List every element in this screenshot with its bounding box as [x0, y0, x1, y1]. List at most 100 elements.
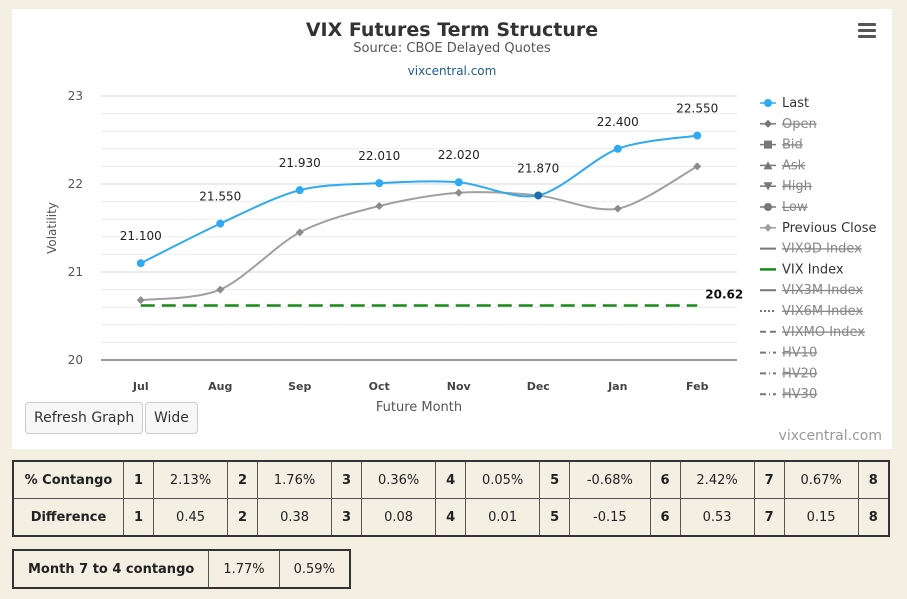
previous-close-line	[140, 165, 698, 302]
previous-close-point	[454, 188, 463, 197]
difference-value: 0.08	[361, 498, 437, 537]
contango-index: 3	[331, 460, 363, 499]
last-data-label: 21.930	[279, 156, 321, 170]
chart-subtitle: Source: CBOE Delayed Quotes	[353, 41, 551, 56]
vix-index-label: 20.62	[705, 287, 743, 301]
x-tick-label: Jan	[607, 380, 627, 393]
legend-item-label[interactable]: HV20	[782, 366, 817, 381]
y-tick-label: 22	[68, 177, 83, 191]
x-tick-label: Feb	[686, 380, 709, 393]
legend-triangle-marker	[763, 161, 773, 170]
last-point	[295, 186, 304, 195]
legend-diamond-marker	[764, 119, 772, 128]
legend-item-label[interactable]: VIXMO Index	[782, 325, 865, 340]
chart-source-link[interactable]: vixcentral.com	[407, 64, 497, 78]
month-contango-value-1: 1.77%	[208, 549, 280, 589]
chart-credit[interactable]: vixcentral.com	[778, 428, 882, 444]
last-point	[216, 219, 225, 228]
previous-close-point	[613, 204, 622, 213]
previous-close-point	[295, 228, 304, 237]
contango-row: % Contango 1 2.13% 2 1.76% 3 0.36% 4 0.0…	[12, 460, 890, 499]
x-tick-label: Sep	[288, 380, 311, 393]
previous-close-point	[136, 296, 145, 305]
month-contango-label: Month 7 to 4 contango	[12, 549, 210, 589]
contango-value: -0.68%	[569, 460, 651, 499]
contango-value: 0.67%	[783, 460, 859, 499]
y-tick-label: 20	[68, 353, 83, 367]
chart-plot: 20 21 22 23 Jul Aug Sep Oct Nov Dec Jan Feb Volatili…	[45, 89, 877, 415]
hamburger-menu-icon[interactable]	[858, 23, 876, 39]
wide-button[interactable]: Wide	[145, 402, 198, 434]
contango-value: 1.76%	[257, 460, 333, 499]
x-axis-label: Future Month	[376, 400, 462, 415]
difference-index: 2	[227, 498, 259, 537]
legend-item-label[interactable]: Low	[782, 200, 808, 215]
y-tick-label: 23	[68, 89, 83, 103]
last-point	[454, 178, 463, 187]
legend-item-label[interactable]: HV30	[782, 387, 817, 402]
difference-value: -0.15	[569, 498, 651, 537]
contango-value: 0.05%	[465, 460, 541, 499]
difference-value: 0.15	[783, 498, 859, 537]
legend-item-label[interactable]: Last	[782, 96, 809, 111]
contango-value: 0.36%	[361, 460, 437, 499]
difference-index: 6	[649, 498, 681, 537]
x-tick-label: Oct	[369, 380, 390, 393]
x-tick-label: Aug	[208, 380, 232, 393]
contango-index: 7	[753, 460, 785, 499]
last-point	[534, 191, 543, 200]
legend-item-label[interactable]: Bid	[782, 138, 803, 153]
difference-row: Difference 1 0.45 2 0.38 3 0.08 4 0.01 5…	[12, 498, 890, 537]
last-data-label: 21.870	[517, 161, 559, 175]
previous-close-point	[375, 202, 384, 210]
contango-index: 1	[122, 460, 155, 499]
contango-index: 6	[649, 460, 681, 499]
legend-item-label[interactable]: VIX3M Index	[782, 283, 863, 298]
legend-item-label[interactable]: Ask	[782, 158, 806, 173]
difference-row-label: Difference	[12, 498, 124, 537]
month-contango-table: Month 7 to 4 contango 1.77% 0.59%	[12, 549, 351, 589]
chart-title: VIX Futures Term Structure	[305, 19, 599, 41]
contango-value: 2.42%	[679, 460, 755, 499]
difference-value: 0.01	[465, 498, 541, 537]
legend-item-label[interactable]: VIX Index	[782, 262, 844, 277]
contango-row-label: % Contango	[12, 460, 124, 499]
last-point	[693, 131, 702, 140]
legend-diamond-marker	[764, 223, 772, 232]
difference-value: 0.53	[679, 498, 755, 537]
last-data-label: 22.010	[358, 149, 400, 163]
legend-item-label[interactable]: VIX9D Index	[782, 242, 862, 257]
y-tick-label: 21	[68, 265, 83, 279]
previous-close-point	[216, 285, 225, 294]
x-tick-label: Nov	[447, 380, 472, 393]
x-tick-label: Dec	[527, 380, 550, 393]
last-data-label: 22.400	[597, 115, 639, 129]
legend-triangle-down-marker	[763, 182, 773, 191]
legend-item-label[interactable]: High	[782, 179, 812, 194]
previous-close-point	[693, 162, 702, 171]
difference-value: 0.45	[153, 498, 229, 537]
contango-value: 2.13%	[153, 460, 229, 499]
legend-item-label[interactable]: Previous Close	[782, 221, 877, 236]
last-line	[140, 134, 698, 265]
last-data-label: 21.550	[199, 190, 241, 204]
difference-index: 3	[331, 498, 363, 537]
last-point	[136, 259, 145, 268]
month-contango-value-2: 0.59%	[278, 549, 351, 589]
legend-item-label[interactable]: HV10	[782, 346, 817, 361]
difference-index: 7	[753, 498, 785, 537]
legend-circle-marker	[764, 203, 772, 211]
last-data-label: 22.020	[438, 148, 480, 162]
last-point	[613, 144, 622, 153]
difference-index: 4	[435, 498, 467, 537]
difference-index: 5	[539, 498, 571, 537]
last-data-label: 22.550	[676, 102, 718, 116]
legend-item-label[interactable]: Open	[782, 117, 817, 132]
contango-index: 2	[227, 460, 259, 499]
refresh-graph-button[interactable]: Refresh Graph	[25, 402, 144, 434]
contango-index: 5	[539, 460, 571, 499]
difference-index: 1	[122, 498, 155, 537]
difference-value: 0.38	[257, 498, 333, 537]
legend-item-label[interactable]: VIX6M Index	[782, 304, 863, 319]
month-contango-row: Month 7 to 4 contango 1.77% 0.59%	[12, 549, 351, 589]
